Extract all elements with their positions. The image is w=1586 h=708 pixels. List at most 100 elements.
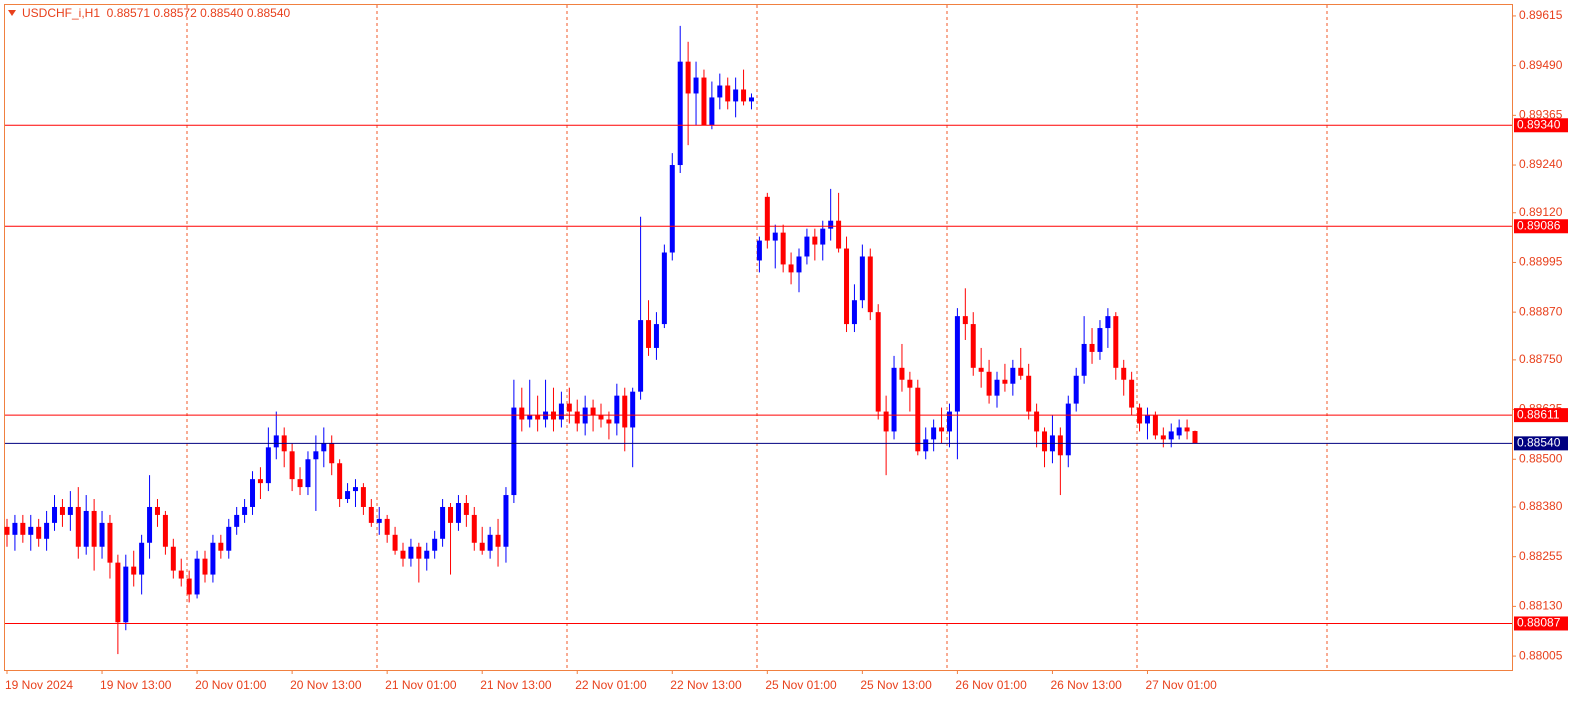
y-tick-label: 0.88130 (1519, 599, 1563, 613)
candle-body (590, 407, 596, 416)
candles (4, 25, 1198, 655)
candle-body (242, 506, 248, 515)
candle-body (424, 550, 430, 559)
candle-body (717, 85, 723, 98)
candle-body (1073, 375, 1079, 404)
title-arrow[interactable] (8, 10, 16, 16)
x-tick-label: 27 Nov 01:00 (1145, 678, 1217, 692)
candle-body (313, 451, 319, 460)
candle-body (36, 526, 42, 539)
candle-body (859, 256, 865, 301)
level-label: 0.88087 (1517, 616, 1561, 630)
candle-body (463, 503, 469, 515)
candle-body (1042, 431, 1048, 452)
candle-body (44, 522, 50, 539)
candle-body (677, 61, 683, 166)
plot-border (4, 4, 1513, 671)
candle-body (67, 506, 73, 515)
candle-body (1160, 435, 1166, 440)
y-tick-label: 0.89365 (1519, 108, 1563, 122)
candle-body (471, 514, 477, 543)
candle-body (186, 578, 192, 595)
candle-body (907, 379, 913, 388)
candle-body (455, 503, 461, 523)
candle-body (685, 61, 691, 94)
candle-body (970, 324, 976, 368)
candle-body (75, 506, 81, 547)
candle-body (780, 232, 786, 265)
candle-body (1184, 427, 1190, 432)
y-tick-label: 0.88005 (1519, 648, 1563, 662)
candle-body (725, 85, 731, 102)
candle-body (598, 415, 604, 420)
candle-body (986, 371, 992, 396)
x-tick-label: 22 Nov 13:00 (670, 678, 742, 692)
candle-body (653, 324, 659, 348)
candle-body (772, 232, 778, 241)
level-label-bg (1514, 118, 1568, 133)
y-tick-label: 0.88995 (1519, 255, 1563, 269)
candle-body (875, 312, 881, 412)
y-tick-label: 0.88380 (1519, 499, 1563, 513)
candle-body (20, 522, 26, 535)
candle-body (250, 479, 256, 507)
candle-body (226, 526, 232, 551)
candle-body (83, 510, 89, 547)
candle-body (218, 542, 224, 551)
candle-body (867, 256, 873, 313)
x-tick-label: 19 Nov 2024 (5, 678, 73, 692)
candle-body (147, 506, 153, 543)
candle-body (416, 546, 422, 559)
x-tick-label: 20 Nov 13:00 (290, 678, 362, 692)
candle-body (812, 236, 818, 245)
candle-body (962, 316, 968, 325)
candle-body (257, 479, 263, 484)
candle-body (741, 89, 747, 102)
candle-body (487, 534, 493, 551)
candle-body (194, 558, 200, 595)
candle-body (337, 463, 343, 500)
candle-body (978, 367, 984, 372)
candle-body (899, 367, 905, 380)
candle-body (646, 320, 652, 348)
candle-body (836, 220, 842, 249)
y-tick-label: 0.89615 (1519, 8, 1563, 22)
candle-body (1057, 435, 1063, 456)
x-tick-label: 25 Nov 13:00 (860, 678, 932, 692)
candle-body (52, 506, 58, 523)
candle-body (139, 542, 145, 575)
candle-body (131, 566, 137, 575)
candle-body (756, 240, 762, 261)
x-tick-label: 25 Nov 01:00 (765, 678, 837, 692)
level-label-bg (1514, 408, 1568, 423)
candle-body (558, 403, 564, 420)
candle-body (614, 395, 620, 424)
candle-body (503, 495, 509, 547)
candle-body (392, 534, 398, 551)
candle-body (748, 97, 754, 102)
candle-body (519, 407, 525, 420)
x-tick-label: 19 Nov 13:00 (100, 678, 172, 692)
candle-body (796, 256, 802, 273)
candle-body (891, 367, 897, 432)
candle-body (123, 566, 129, 623)
candle-body (828, 220, 834, 229)
x-tick-label: 22 Nov 01:00 (575, 678, 647, 692)
candle-body (1121, 367, 1127, 380)
candle-body (400, 550, 406, 559)
candle-body (946, 411, 952, 432)
candle-body (115, 562, 121, 623)
candle-body (448, 506, 454, 523)
candle-body (1168, 431, 1174, 440)
level-label-bg (1514, 616, 1568, 631)
x-tick-label: 26 Nov 13:00 (1050, 678, 1122, 692)
candle-body (99, 522, 105, 547)
candle-body (1081, 343, 1087, 376)
level-label: 0.89340 (1517, 117, 1561, 131)
candle-body (883, 411, 889, 432)
candle-body (178, 570, 184, 579)
y-tick-label: 0.89240 (1519, 157, 1563, 171)
candle-body (915, 387, 921, 452)
